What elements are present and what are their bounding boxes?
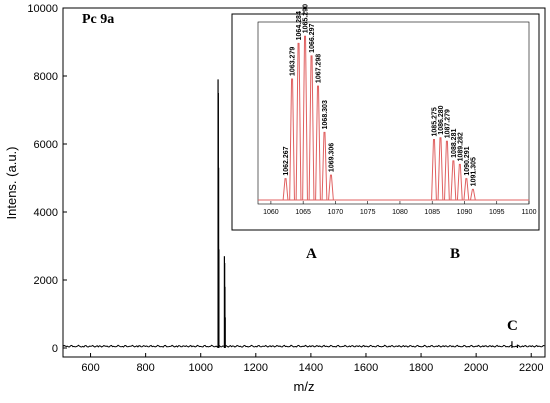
y-tick-label: 2000 <box>34 275 58 287</box>
x-tick-label: 800 <box>136 362 154 374</box>
inset-peak <box>450 160 457 201</box>
inset-isotope-peaks: 1062.267 1063.279 1064.284 1065.2901066.297… <box>258 4 529 201</box>
inset-peak-label: 1067.298 <box>315 54 322 83</box>
inset-peak-label: 1087.279 <box>444 109 451 138</box>
inset-x-tick-label: 1065 <box>295 209 311 216</box>
main-plot-frame <box>62 7 546 358</box>
inset-peak-label: 1086.280 <box>438 105 445 134</box>
inset-peak <box>302 35 308 201</box>
inset-peak <box>444 140 450 201</box>
inset-peak-label: 1069.306 <box>328 143 335 172</box>
inset-peak-label: 1089.282 <box>457 132 464 161</box>
inset-peak-label: 1062.267 <box>283 146 290 175</box>
annotation-b: B <box>450 246 460 262</box>
x-axis-title: m/z <box>294 379 315 394</box>
inset-x-tick-label: 1060 <box>263 209 279 216</box>
inset-peak <box>321 131 328 201</box>
inset-frame <box>231 13 540 231</box>
y-tick-label: 4000 <box>34 207 58 219</box>
inset-x-tick-label: 1070 <box>328 209 344 216</box>
inset-peak-label: 1065.290 <box>303 4 310 33</box>
inset-x-tick-label: 1100 <box>521 209 536 216</box>
inset-peak <box>431 138 437 201</box>
y-tick-label: 8000 <box>34 71 58 83</box>
x-tick-label: 2000 <box>464 362 488 374</box>
inset-peak <box>456 163 463 201</box>
inset-peak <box>295 42 302 201</box>
annotation-a: A <box>306 246 317 262</box>
x-tick-label: 1600 <box>354 362 378 374</box>
inset-peak <box>328 174 334 201</box>
inset-peak-label: 1090.291 <box>464 146 471 175</box>
x-tick-label: 1400 <box>299 362 323 374</box>
x-tick-label: 1000 <box>188 362 212 374</box>
annotation-c: C <box>507 318 518 334</box>
inset-x-axis: 1060 1065 1070 1075 1080 1085 1090 1095 1100 <box>263 201 537 216</box>
inset-peak <box>282 178 289 201</box>
inset-peak <box>315 85 321 201</box>
inset-peak <box>463 178 470 201</box>
y-tick-label: 6000 <box>34 139 58 151</box>
main-y-axis: 0 2000 4000 6000 8000 10000 <box>27 3 67 355</box>
inset-peak-label: 1085.275 <box>431 107 438 136</box>
inset-peak-label: 1068.303 <box>322 100 329 129</box>
x-tick-label: 600 <box>81 362 99 374</box>
inset-peak-label: 1063.279 <box>290 47 297 76</box>
inset-peak-label: 1088.281 <box>451 129 458 158</box>
inset-peak-label: 1091.305 <box>470 157 477 186</box>
inset-x-tick-label: 1095 <box>489 209 505 216</box>
main-spectrum-peaks <box>217 79 519 348</box>
inset-x-tick-label: 1090 <box>457 209 473 216</box>
inset-x-tick-label: 1080 <box>392 209 408 216</box>
x-tick-label: 2200 <box>519 362 543 374</box>
inset-peak <box>308 55 315 201</box>
x-tick-label: 1200 <box>244 362 268 374</box>
x-tick-label: 1800 <box>409 362 433 374</box>
inset-peak <box>289 78 295 201</box>
inset-x-tick-label: 1085 <box>424 209 440 216</box>
y-tick-label: 0 <box>52 343 58 355</box>
y-axis-title: Intens. (a.u.) <box>4 147 19 220</box>
inset-peak <box>470 188 476 201</box>
inset-peak-label: 1064.284 <box>296 11 303 40</box>
main-spectrum-baseline <box>62 344 545 348</box>
inset-x-tick-label: 1075 <box>360 209 376 216</box>
main-x-axis: 600 800 1000 1200 1400 1600 1800 2000 2200 <box>81 353 543 374</box>
baseline-trace <box>62 344 545 348</box>
inset-plot-area <box>257 21 530 205</box>
chart-title: Pc 9a <box>82 12 114 27</box>
inset-peak-label: 1066.297 <box>309 24 316 53</box>
y-tick-label: 10000 <box>27 3 58 15</box>
inset-peak <box>437 137 444 201</box>
